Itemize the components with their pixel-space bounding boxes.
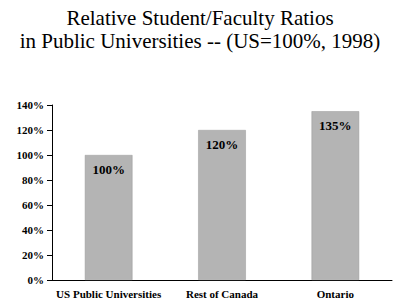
svg-text:60%: 60% [22, 199, 44, 211]
svg-text:100%: 100% [17, 149, 45, 161]
svg-text:US Public Universities: US Public Universities [56, 288, 162, 300]
svg-text:80%: 80% [22, 174, 44, 186]
svg-text:0%: 0% [28, 274, 45, 286]
svg-text:120%: 120% [17, 124, 45, 136]
svg-text:20%: 20% [22, 249, 44, 261]
svg-text:135%: 135% [319, 118, 352, 133]
svg-text:Relative Student/Faculty Ratio: Relative Student/Faculty Ratios [66, 6, 333, 30]
svg-text:140%: 140% [17, 99, 45, 111]
svg-text:in Public Universities -- (US=: in Public Universities -- (US=100%, 1998… [20, 29, 381, 53]
svg-text:40%: 40% [22, 224, 44, 236]
svg-text:120%: 120% [206, 137, 239, 152]
svg-text:Ontario: Ontario [317, 288, 355, 300]
svg-text:Rest of Canada: Rest of Canada [186, 288, 259, 300]
svg-text:100%: 100% [92, 162, 125, 177]
